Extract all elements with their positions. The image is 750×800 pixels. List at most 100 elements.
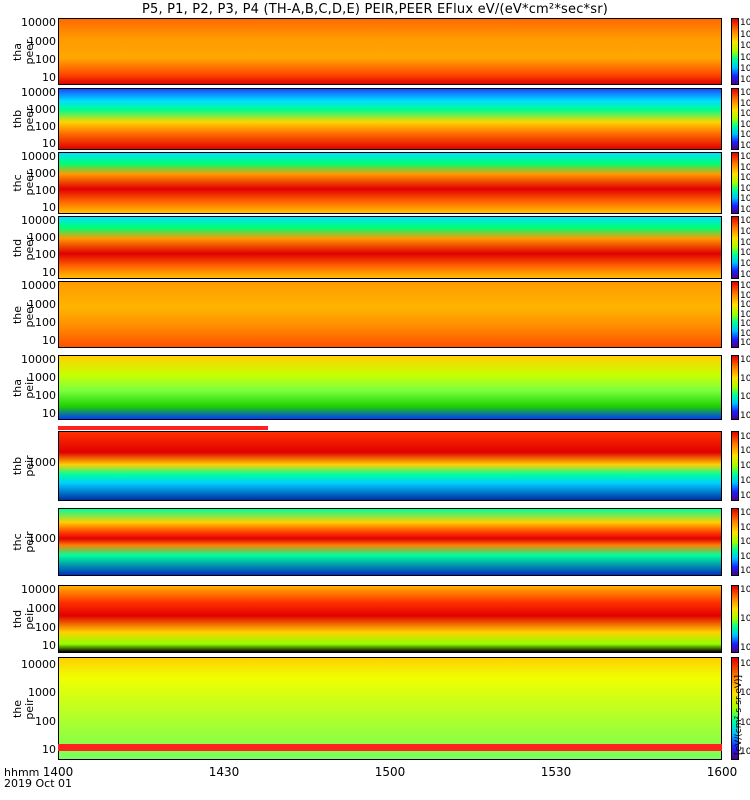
colorbar-tick-label: 10⁷ <box>740 290 750 301</box>
colorbar-tick-label: 10⁶ <box>740 237 750 248</box>
colorbar-units: [eV/(cm²-s-sr-eV)] <box>734 674 744 755</box>
colorbar-tick-label: 10⁵ <box>740 41 750 52</box>
spectrogram-panel-thc-peer: thcpeer1010010001000010⁸10⁷10⁶10⁵10⁴10³ <box>0 149 750 215</box>
colorbar-tick-label: 10⁵ <box>740 119 750 130</box>
colorbar-tick-label: 10⁴ <box>740 258 750 269</box>
y-tick-label: 10000 <box>21 658 56 672</box>
y-tick-label: 10 <box>42 742 56 756</box>
colorbar-tick-label: 10⁴ <box>740 614 750 625</box>
y-tick-label: 10000 <box>21 353 56 367</box>
colorbar-tick-label: 10⁴ <box>740 52 750 63</box>
colorbar <box>731 152 739 214</box>
colorbar-tick-label: 10⁴ <box>740 130 750 141</box>
spectrogram-panel-thc-peir: thcpeir100010⁶10⁵10⁴10³10² <box>0 508 750 576</box>
colorbar-tick-label: 10⁵ <box>740 183 750 194</box>
y-tick-label: 1000 <box>28 34 56 48</box>
flag-strip-red-1 <box>58 426 268 430</box>
spectrogram-plot <box>58 216 722 279</box>
y-tick-label: 100 <box>35 119 56 133</box>
colorbar <box>731 585 739 653</box>
colorbar-tick-label: 10⁰ <box>740 746 750 757</box>
colorbar <box>731 281 739 348</box>
colorbar-tick-label: 10² <box>740 566 750 577</box>
y-tick-label: 10 <box>42 71 56 85</box>
spectrogram-plot <box>58 281 722 348</box>
spectrogram-panel-the-peir: thepeir1010010001000010⁶10⁴10²10⁰ <box>0 657 750 760</box>
spectrogram-panel-the-peer: thepeer1010010001000010⁸10⁷10⁶10⁵10⁴10³1… <box>0 279 750 349</box>
y-tick-label: 100 <box>35 183 56 197</box>
colorbar-tick-label: 10³ <box>740 63 750 74</box>
colorbar-tick-label: 10⁵ <box>740 309 750 320</box>
colorbar <box>731 657 739 760</box>
colorbar-tick-label: 10⁶ <box>740 431 750 442</box>
y-tick-label: 10 <box>42 406 56 420</box>
y-tick-label: 10000 <box>21 583 56 597</box>
spectrogram-panel-thb-peir: thbpeir100010⁶10⁵10⁴10³10² <box>0 431 750 501</box>
colorbar-tick-label: 10³ <box>740 269 750 280</box>
colorbar <box>731 88 739 150</box>
spectrogram-panel-thb-peer: thbpeer1010010001000010⁸10⁷10⁶10⁵10⁴10³ <box>0 86 750 151</box>
colorbar-tick-label: 10³ <box>740 476 750 487</box>
colorbar-tick-label: 10⁶ <box>740 29 750 40</box>
colorbar-tick-label: 10⁴ <box>740 688 750 699</box>
colorbar-tick-label: 10⁷ <box>740 18 750 29</box>
y-tick-label: 10 <box>42 265 56 279</box>
y-tick-label: 1000 <box>28 297 56 311</box>
colorbar-tick-label: 10² <box>740 75 750 86</box>
x-tick-label: 1500 <box>374 765 406 779</box>
y-tick-label: 10 <box>42 200 56 214</box>
y-tick-label: 1000 <box>28 686 56 700</box>
colorbar-tick-label: 10⁵ <box>740 248 750 259</box>
spectrogram-panel-tha-peer: thapeer1010010001000010⁷10⁶10⁵10⁴10³10² <box>0 16 750 86</box>
colorbar-tick-label: 10² <box>740 643 750 654</box>
x-axis-name: hhmm 2019 Oct 01 <box>4 767 72 789</box>
colorbar-tick-label: 10² <box>740 717 750 728</box>
colorbar-tick-label: 10⁷ <box>740 162 750 173</box>
flag-strip-red-2 <box>58 744 722 751</box>
y-tick-label: 1000 <box>28 166 56 180</box>
colorbar-tick-label: 10⁶ <box>740 109 750 120</box>
colorbar-tick-label: 10³ <box>740 551 750 562</box>
y-tick-label: 10 <box>42 639 56 653</box>
colorbar-tick-label: 10⁸ <box>740 152 750 163</box>
spectrogram-plot <box>58 152 722 214</box>
colorbar-tick-label: 10³ <box>740 204 750 215</box>
colorbar-tick-label: 10⁶ <box>740 659 750 670</box>
y-tick-label: 10000 <box>21 16 56 30</box>
y-tick-label: 10000 <box>21 149 56 163</box>
colorbar <box>731 355 739 420</box>
y-tick-label: 10 <box>42 334 56 348</box>
spectrogram-plot <box>58 585 722 653</box>
colorbar-tick-label: 10⁴ <box>740 319 750 330</box>
colorbar-tick-label: 10² <box>740 491 750 501</box>
colorbar-tick-label: 10³ <box>740 328 750 339</box>
y-tick-label: 1000 <box>28 602 56 616</box>
x-tick-label: 1400 <box>42 765 74 779</box>
colorbar <box>731 18 739 85</box>
spectrogram-plot <box>58 18 722 85</box>
colorbar-tick-label: 10⁵ <box>740 446 750 457</box>
colorbar-tick-label: 10² <box>740 338 750 349</box>
spectrogram-plot <box>58 355 722 420</box>
spectrogram-panel-thd-peer: thdpeer1010010001000010⁸10⁷10⁶10⁵10⁴10³ <box>0 214 750 280</box>
y-tick-label: 100 <box>35 315 56 329</box>
spectrogram-panel-tha-peir: thapeir1010010001000010⁶10⁴10²10⁰ <box>0 353 750 420</box>
colorbar-tick-label: 10⁴ <box>740 194 750 205</box>
colorbar <box>731 216 739 279</box>
spectrogram-panel-thd-peir: thdpeir1010010001000010⁶10⁴10² <box>0 583 750 654</box>
colorbar-tick-label: 10² <box>740 392 750 403</box>
x-tick-label: 1600 <box>706 765 738 779</box>
colorbar-tick-label: 10⁴ <box>740 373 750 384</box>
spectrogram-plot <box>58 657 722 760</box>
colorbar-tick-label: 10⁸ <box>740 281 750 292</box>
y-tick-label: 10000 <box>21 214 56 228</box>
x-axis-name-line1: hhmm <box>4 766 40 779</box>
colorbar-tick-label: 10⁶ <box>740 355 750 366</box>
y-tick-label: 100 <box>35 52 56 66</box>
colorbar-tick-label: 10⁸ <box>740 88 750 99</box>
colorbar <box>731 431 739 501</box>
colorbar-tick-label: 10⁴ <box>740 537 750 548</box>
colorbar-tick-label: 10⁸ <box>740 216 750 227</box>
colorbar-tick-label: 10⁶ <box>740 585 750 596</box>
y-tick-label: 100 <box>35 388 56 402</box>
